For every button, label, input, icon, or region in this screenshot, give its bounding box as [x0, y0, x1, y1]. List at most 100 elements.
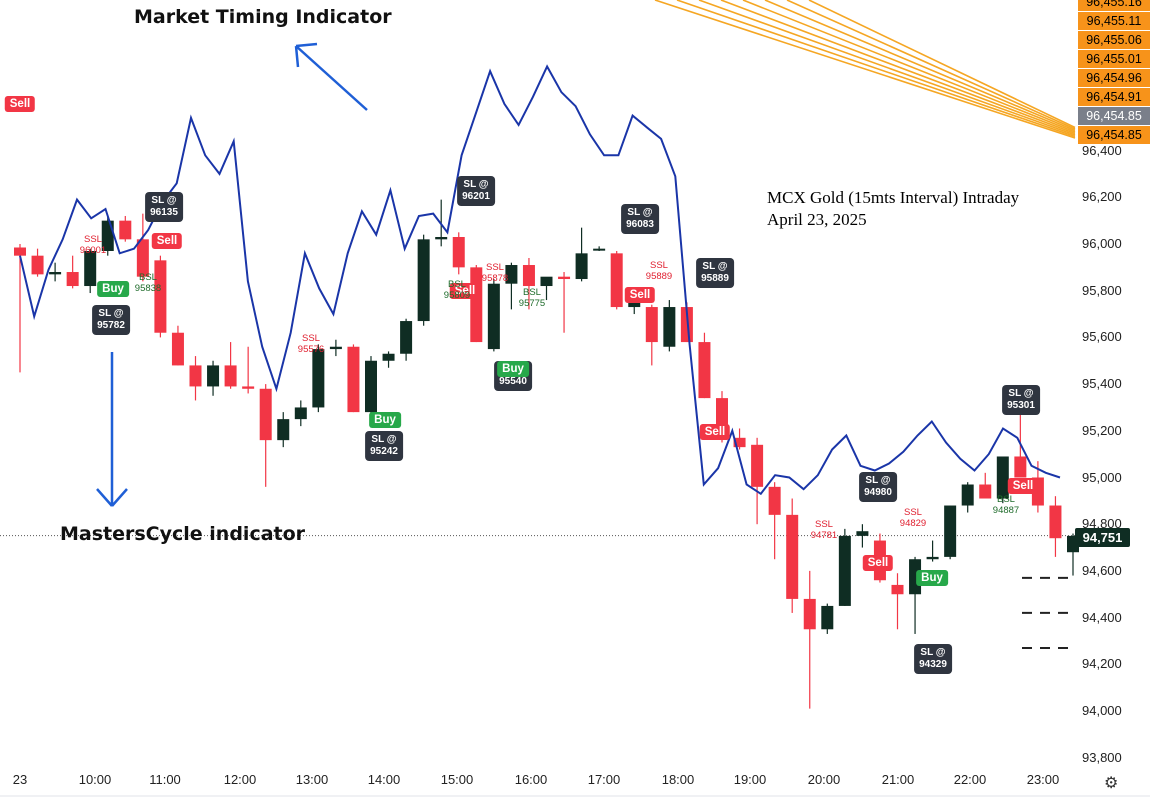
candle-body: [347, 346, 360, 413]
candle-body: [277, 419, 290, 441]
candle-body: [944, 505, 957, 557]
sl-callout: SL @95782: [92, 305, 130, 336]
candle-body: [961, 484, 974, 506]
candle-body: [259, 388, 272, 441]
candle-body: [400, 321, 413, 354]
candle-body: [838, 535, 851, 606]
candle-body: [31, 255, 44, 275]
masters-cycle-indicator-label: MastersCycle indicator: [60, 523, 306, 545]
fan-line: [742, 0, 1076, 133]
price-tick-label: 94,800: [1082, 516, 1122, 532]
sl-callout: SL @96135: [145, 191, 183, 222]
price-fan-lines: [654, 0, 1076, 139]
top-price-label: 96,455.01: [1078, 50, 1150, 68]
candle-body: [66, 272, 79, 287]
chart-info: MCX Gold (15mts Interval) Intraday April…: [767, 187, 1019, 231]
candle-body: [645, 307, 658, 343]
sl-callout: SL @96083: [621, 203, 659, 234]
candle-body: [136, 239, 149, 277]
fan-line: [764, 0, 1076, 132]
bsl-level-label: BSL 94887: [992, 493, 1020, 516]
candle-body: [189, 365, 202, 387]
candle-body: [768, 486, 781, 515]
candle-body: [663, 307, 676, 347]
top-price-label: 96,454.96: [1078, 69, 1150, 87]
price-tick-label: 94,400: [1082, 609, 1122, 625]
candle-body: [540, 276, 553, 287]
annotation-arrows: [96, 42, 368, 507]
fan-line: [786, 0, 1076, 130]
sl-callout: SL @95301: [1002, 385, 1040, 416]
time-tick-label: 15:00: [440, 772, 474, 787]
time-tick-label: 20:00: [807, 772, 841, 787]
candle-body: [733, 437, 746, 448]
time-tick-label: 23: [12, 772, 28, 787]
candle-body: [996, 456, 1009, 499]
sl-callout: SL @95889: [696, 257, 734, 288]
sell-signal-tag: Sell: [151, 232, 183, 249]
candle-body: [417, 239, 430, 322]
fan-line: [698, 0, 1076, 136]
buy-signal-tag: Buy: [916, 569, 948, 586]
fan-line: [720, 0, 1076, 135]
candle-body: [452, 236, 465, 268]
price-tick-label: 95,000: [1082, 469, 1122, 485]
candle-body: [575, 253, 588, 280]
sl-callout: SL @95242: [365, 431, 403, 462]
top-price-label: 96,454.85: [1078, 107, 1150, 125]
time-tick-label: 18:00: [661, 772, 695, 787]
candle-body: [1049, 505, 1062, 539]
settings-icon[interactable]: ⚙: [1104, 775, 1119, 792]
price-tick-label: 96,000: [1082, 236, 1122, 251]
candle-body: [365, 360, 377, 413]
candle-body: [628, 300, 641, 308]
time-tick-label: 13:00: [295, 772, 329, 787]
time-tick-label: 17:00: [587, 772, 621, 787]
sell-signal-tag: Sell: [4, 95, 36, 112]
candle-body: [891, 584, 904, 595]
candle-body: [119, 220, 132, 240]
bsl-level-label: BSL 95809: [443, 278, 471, 301]
ssl-level-label: SSL 95889: [645, 259, 673, 282]
fan-line: [654, 0, 1076, 139]
price-tick-label: 95,600: [1082, 329, 1122, 345]
top-price-label: 96,455.11: [1078, 12, 1150, 30]
candle-body: [1014, 456, 1027, 478]
sl-callout: SL @94329: [914, 644, 952, 675]
time-tick-label: 12:00: [223, 772, 257, 787]
price-tick-label: 95,200: [1082, 422, 1122, 438]
candle-body: [84, 251, 97, 287]
candle-body: [821, 605, 834, 630]
candle-body: [522, 265, 535, 287]
time-tick-label: 14:00: [367, 772, 401, 787]
candle-body: [803, 598, 816, 630]
candle-body: [979, 484, 992, 499]
ssl-level-label: SSL 95576: [297, 333, 325, 355]
market-timing-line: [19, 64, 1061, 496]
arrow-down: [96, 352, 128, 507]
time-tick-label: 10:00: [78, 772, 112, 787]
arrow-up-left: [294, 42, 368, 111]
sell-signal-tag: Sell: [624, 287, 656, 304]
ssl-level-label: SSL 95878: [481, 262, 509, 285]
candle-body: [171, 332, 184, 366]
candle-body: [610, 253, 623, 308]
sell-signal-tag: Sell: [699, 424, 731, 441]
top-price-label: 96,454.85: [1078, 126, 1150, 144]
bsl-level-label: BSL 95838: [134, 271, 162, 294]
time-tick-label: 11:00: [149, 772, 181, 787]
candle-body: [698, 342, 711, 399]
current-price-label: 94,751: [1075, 528, 1130, 547]
candle-body: [558, 276, 571, 280]
price-tick-label: 94,600: [1082, 562, 1122, 578]
candle-body: [49, 272, 62, 275]
candle-body: [294, 407, 307, 420]
top-price-label: 96,455.06: [1078, 31, 1150, 49]
time-tick-label: 23:00: [1026, 772, 1060, 787]
bsl-level-label: BSL 95775: [518, 286, 546, 309]
price-tick-label: 96,200: [1082, 189, 1122, 205]
ssl-level-label: SSL 96001: [79, 233, 107, 256]
candle-body: [856, 531, 869, 536]
top-price-label: 96,455.16: [1078, 0, 1150, 11]
